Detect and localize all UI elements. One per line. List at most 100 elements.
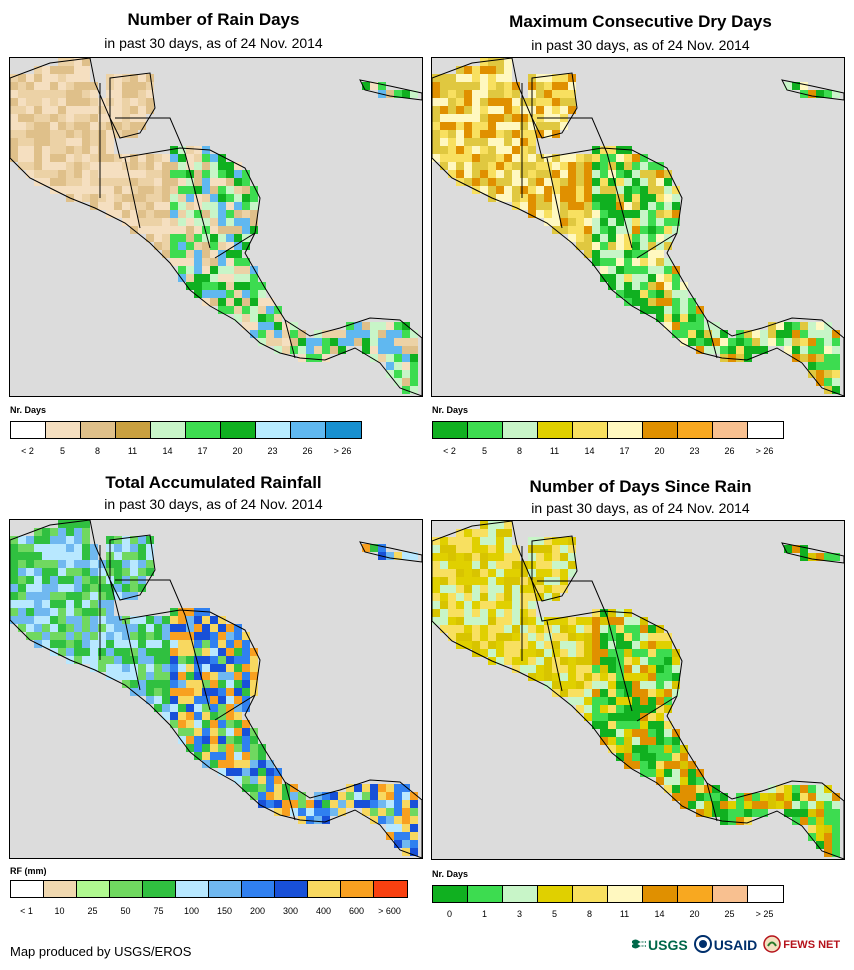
- map-grid-cell: [496, 561, 504, 569]
- map-grid-cell: [832, 370, 840, 378]
- map-grid-cell: [34, 154, 42, 162]
- legend-swatch: [186, 422, 221, 438]
- map-grid-cell: [600, 258, 608, 266]
- country-border: [606, 615, 633, 712]
- map-grid-cell: [568, 697, 576, 705]
- legend-label: 20: [654, 446, 665, 456]
- map-grid-cell: [512, 178, 520, 186]
- map-grid-cell: [672, 777, 680, 785]
- map-grid-cell: [544, 545, 552, 553]
- map-grid-cell: [528, 162, 536, 170]
- map-grid-cell: [42, 584, 50, 592]
- map-grid-cell: [696, 809, 704, 817]
- map-grid-cell: [114, 98, 122, 106]
- map-grid-cell: [226, 736, 234, 744]
- map-grid-cell: [146, 680, 154, 688]
- map-grid-cell: [170, 688, 178, 696]
- map-grid-cell: [568, 82, 576, 90]
- map-grid-cell: [34, 138, 42, 146]
- map-grid-cell: [464, 122, 472, 130]
- map-grid-cell: [162, 704, 170, 712]
- map-grid-cell: [824, 841, 832, 849]
- map-grid-cell: [600, 154, 608, 162]
- map-grid-cell: [226, 282, 234, 290]
- map-grid-cell: [186, 194, 194, 202]
- map-grid-cell: [504, 609, 512, 617]
- map-grid-cell: [82, 82, 90, 90]
- map-grid-cell: [600, 737, 608, 745]
- legend-label: 50: [120, 906, 131, 916]
- map-grid-cell: [512, 641, 520, 649]
- map-grid-cell: [504, 577, 512, 585]
- map-grid-cell: [218, 258, 226, 266]
- map-grid-cell: [210, 210, 218, 218]
- map-grid-cell: [410, 346, 418, 354]
- map-grid-cell: [528, 122, 536, 130]
- map-grid-cell: [552, 561, 560, 569]
- map-grid-cell: [616, 625, 624, 633]
- map-grid-cell: [488, 609, 496, 617]
- map-grid-cell: [90, 560, 98, 568]
- map-grid-cell: [672, 202, 680, 210]
- map-grid-cell: [544, 665, 552, 673]
- map-grid-cell: [608, 657, 616, 665]
- map-grid-cell: [170, 640, 178, 648]
- map-grid-cell: [800, 809, 808, 817]
- map-grid-cell: [528, 194, 536, 202]
- legend-label: 14: [584, 446, 595, 456]
- map-grid-cell: [298, 792, 306, 800]
- map-grid-cell: [210, 178, 218, 186]
- map-grid-cell: [680, 753, 688, 761]
- map-grid-cell: [242, 298, 250, 306]
- map-grid-cell: [114, 162, 122, 170]
- map-grid-cell: [42, 592, 50, 600]
- map-grid-cell: [154, 680, 162, 688]
- map-grid-cell: [74, 154, 82, 162]
- map-grid-cell: [106, 584, 114, 592]
- map-grid-cell: [194, 608, 202, 616]
- map-grid-cell: [656, 290, 664, 298]
- map-grid-cell: [704, 809, 712, 817]
- map-grid-cell: [664, 753, 672, 761]
- map-grid-cell: [608, 242, 616, 250]
- map-grid-cell: [496, 186, 504, 194]
- map-grid-cell: [728, 809, 736, 817]
- map-grid-cell: [66, 584, 74, 592]
- map-grid-cell: [170, 696, 178, 704]
- map-grid-cell: [26, 560, 34, 568]
- map-grid-cell: [370, 816, 378, 824]
- panel-title: Total Accumulated Rainfall: [105, 473, 322, 492]
- map-grid-cell: [146, 162, 154, 170]
- map-grid-cell: [728, 817, 736, 825]
- map-grid-cell: [154, 162, 162, 170]
- map-grid-cell: [202, 648, 210, 656]
- map-grid-cell: [648, 290, 656, 298]
- map-grid-cell: [504, 186, 512, 194]
- map-grid-cell: [130, 648, 138, 656]
- map-grid-cell: [592, 226, 600, 234]
- map-grid-cell: [202, 218, 210, 226]
- map-grid-cell: [82, 146, 90, 154]
- map-grid-cell: [640, 210, 648, 218]
- map-grid-cell: [504, 569, 512, 577]
- map-grid-cell: [50, 66, 58, 74]
- map-grid-cell: [648, 218, 656, 226]
- map-grid-cell: [250, 784, 258, 792]
- map-grid-cell: [440, 98, 448, 106]
- map-grid-cell: [50, 146, 58, 154]
- map-grid-cell: [784, 330, 792, 338]
- map-grid-cell: [608, 665, 616, 673]
- map-grid-cell: [584, 673, 592, 681]
- map-grid-cell: [576, 170, 584, 178]
- map-grid-cell: [832, 354, 840, 362]
- map-grid-cell: [752, 346, 760, 354]
- legend-label: 200: [249, 906, 266, 916]
- map-grid-cell: [808, 553, 816, 561]
- map-grid-cell: [480, 553, 488, 561]
- map-grid-cell: [712, 809, 720, 817]
- map-grid-cell: [792, 801, 800, 809]
- map-grid-cell: [544, 625, 552, 633]
- map-grid-cell: [138, 122, 146, 130]
- legend-bar: [10, 421, 362, 439]
- map-grid-cell: [34, 616, 42, 624]
